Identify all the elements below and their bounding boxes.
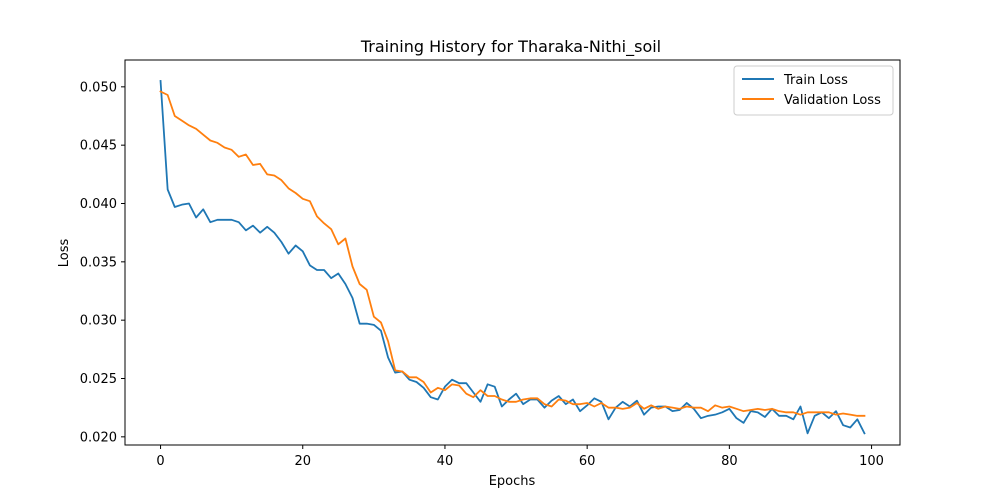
chart-title: Training History for Tharaka-Nithi_soil — [360, 37, 661, 57]
y-tick-label: 0.035 — [80, 255, 117, 270]
legend-label-train-loss: Train Loss — [783, 73, 848, 88]
y-tick-label: 0.020 — [80, 430, 117, 445]
x-axis: 0 20 40 60 80 100 — [156, 445, 884, 469]
x-tick-label: 80 — [721, 454, 738, 469]
legend-label-validation-loss: Validation Loss — [784, 93, 881, 108]
legend: Train Loss Validation Loss — [733, 65, 894, 116]
y-axis-label: Loss — [57, 239, 72, 268]
x-tick-label: 0 — [156, 454, 164, 469]
series-layer — [159, 80, 866, 435]
series-line-validation-loss — [159, 90, 866, 417]
y-tick-label: 0.045 — [80, 139, 117, 154]
y-tick-label: 0.030 — [80, 314, 117, 329]
x-axis-label: Epochs — [489, 474, 536, 489]
y-tick-label: 0.050 — [80, 80, 117, 95]
y-tick-label: 0.040 — [80, 197, 117, 212]
x-tick-label: 100 — [859, 454, 884, 469]
x-tick-label: 60 — [579, 454, 596, 469]
y-tick-label: 0.025 — [80, 372, 117, 387]
series-line-train-loss — [159, 80, 866, 435]
x-tick-label: 20 — [294, 454, 311, 469]
x-tick-label: 40 — [437, 454, 454, 469]
y-axis: 0.020 0.025 0.030 0.035 0.040 0.045 0.050 — [80, 80, 125, 445]
plot-frame — [124, 59, 901, 446]
